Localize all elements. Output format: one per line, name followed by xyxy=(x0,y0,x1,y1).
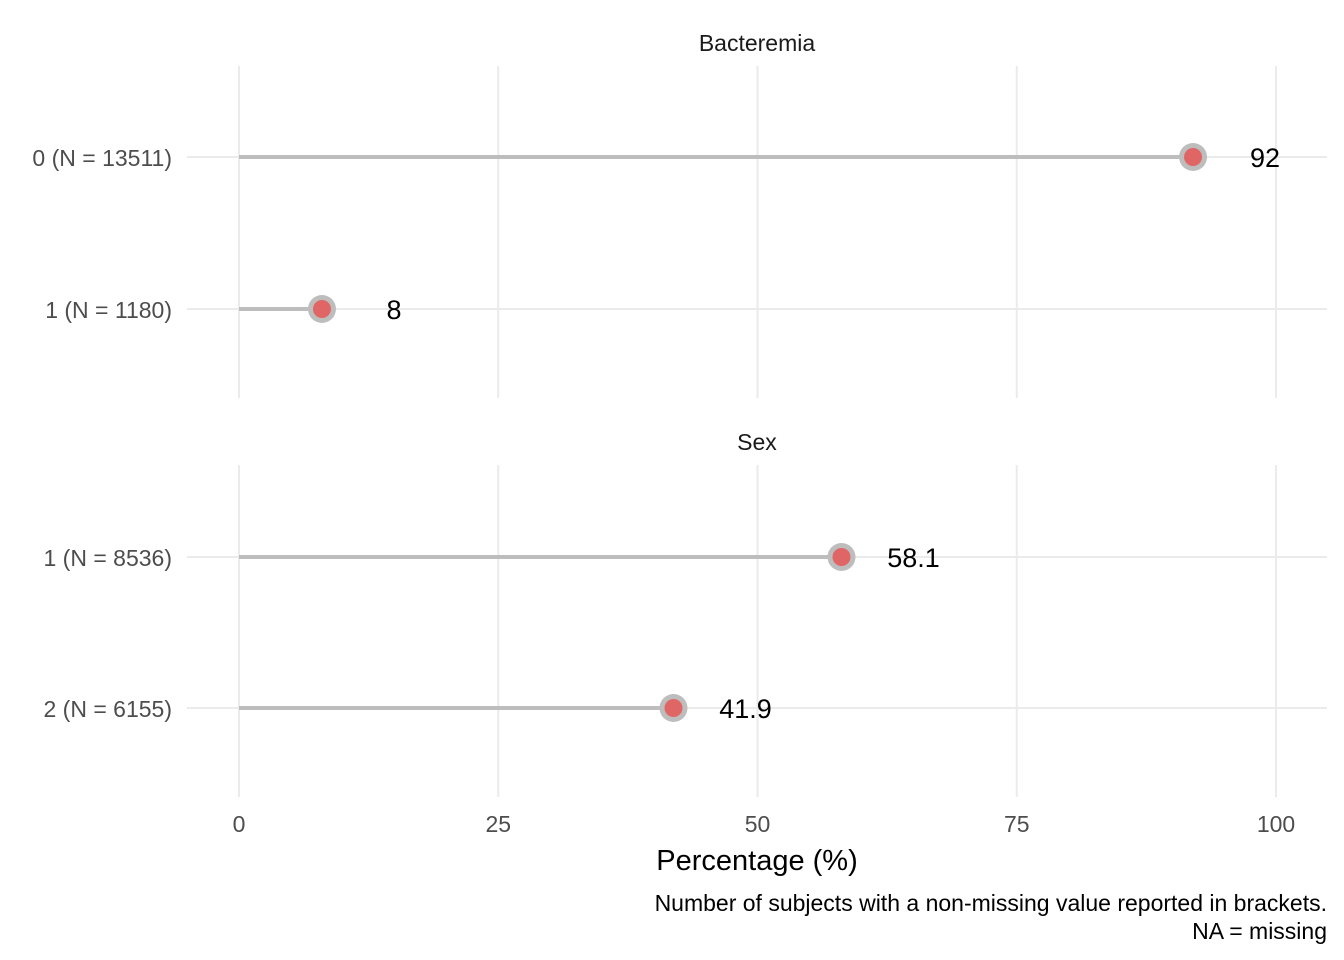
x-tick-label: 75 xyxy=(1004,811,1030,837)
x-tick-label: 100 xyxy=(1257,811,1295,837)
x-tick-label: 25 xyxy=(485,811,511,837)
value-label: 58.1 xyxy=(887,543,940,573)
x-tick-label: 50 xyxy=(745,811,771,837)
panel-title: Bacteremia xyxy=(699,30,816,56)
value-label: 92 xyxy=(1250,143,1280,173)
caption-line-1: Number of subjects with a non-missing va… xyxy=(655,890,1327,916)
value-label: 41.9 xyxy=(719,694,772,724)
data-point xyxy=(832,548,851,566)
data-point xyxy=(312,300,331,318)
category-label: 1 (N = 1180) xyxy=(45,297,172,323)
caption-line-2: NA = missing xyxy=(1192,918,1327,944)
panel-0: Bacteremia 92 0 (N = 13511) 8 1 (N = 1180) xyxy=(32,30,1327,398)
panel-title: Sex xyxy=(737,429,777,455)
category-label: 2 (N = 6155) xyxy=(44,696,173,722)
x-axis-title: Percentage (%) xyxy=(656,845,858,877)
panel-1: Sex 58.1 1 (N = 8536) 41.9 2 (N = 6155) xyxy=(44,429,1327,797)
x-tick-label: 0 xyxy=(233,811,246,837)
value-label: 8 xyxy=(386,295,401,325)
data-point xyxy=(664,699,683,717)
chart-panels: Bacteremia 92 0 (N = 13511) 8 1 (N = 1180) Se… xyxy=(32,30,1327,837)
data-point xyxy=(1184,148,1203,166)
category-label: 0 (N = 13511) xyxy=(32,145,172,171)
category-label: 1 (N = 8536) xyxy=(44,545,173,571)
